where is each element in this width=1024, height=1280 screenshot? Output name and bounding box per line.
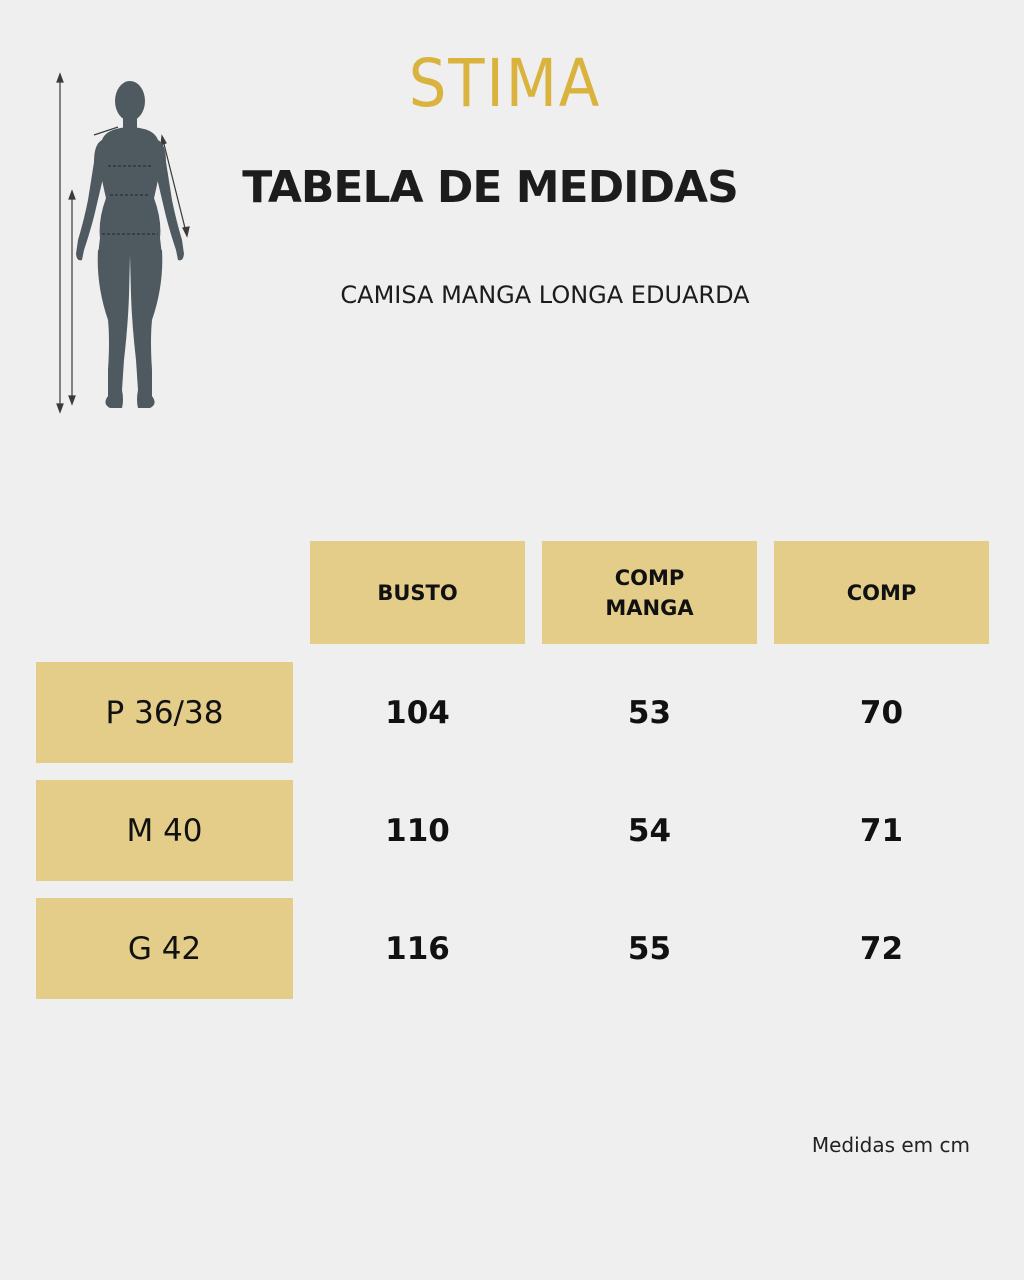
- table-cell: 72: [774, 898, 989, 999]
- body-measurement-figure-icon: [50, 70, 200, 415]
- units-note: Medidas em cm: [811, 1133, 970, 1157]
- size-label-p: P 36/38: [36, 662, 293, 763]
- brand-logo: STIMA: [408, 45, 602, 122]
- cell-value: 55: [627, 930, 672, 967]
- column-header-label: COMP: [846, 580, 917, 605]
- cell-value: 70: [859, 694, 904, 731]
- column-header-comp: COMP: [774, 541, 989, 644]
- cell-value: 72: [859, 930, 904, 967]
- table-cell: 104: [310, 662, 525, 763]
- size-label-text: P 36/38: [105, 694, 224, 731]
- table-cell: 54: [542, 780, 757, 881]
- table-cell: 116: [310, 898, 525, 999]
- column-header-label: BUSTO: [377, 580, 458, 605]
- product-name: CAMISA MANGA LONGA EDUARDA: [340, 281, 750, 309]
- table-cell: 53: [542, 662, 757, 763]
- table-cell: 71: [774, 780, 989, 881]
- cell-value: 104: [385, 694, 450, 731]
- table-cell: 110: [310, 780, 525, 881]
- size-label-m: M 40: [36, 780, 293, 881]
- cell-value: 54: [627, 812, 672, 849]
- cell-value: 116: [385, 930, 450, 967]
- column-header-label: COMP MANGA: [605, 565, 694, 620]
- column-header-busto: BUSTO: [310, 541, 525, 644]
- column-header-comp-manga: COMP MANGA: [542, 541, 757, 644]
- cell-value: 110: [385, 812, 450, 849]
- size-label-g: G 42: [36, 898, 293, 999]
- table-cell: 55: [542, 898, 757, 999]
- page-title: TABELA DE MEDIDAS: [242, 162, 739, 213]
- cell-value: 53: [627, 694, 672, 731]
- size-label-text: M 40: [126, 812, 203, 849]
- cell-value: 71: [859, 812, 904, 849]
- table-cell: 70: [774, 662, 989, 763]
- size-label-text: G 42: [127, 930, 202, 967]
